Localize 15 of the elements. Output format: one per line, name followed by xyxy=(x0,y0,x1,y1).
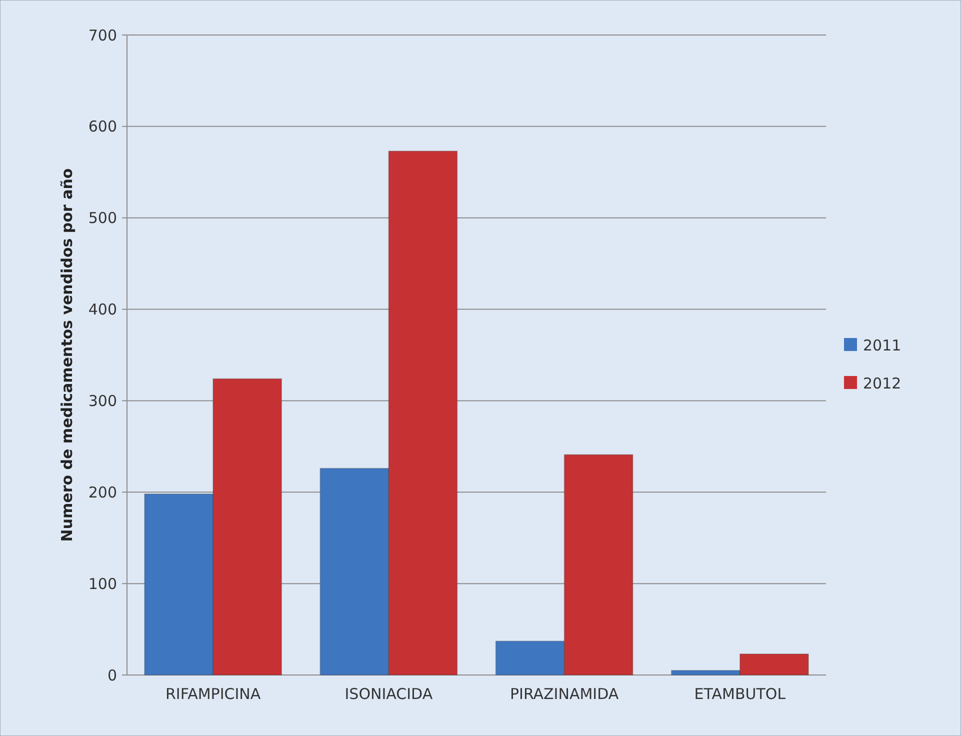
y-tick-label: 100 xyxy=(88,574,117,593)
x-tick-label: ETAMBUTOL xyxy=(694,685,786,703)
legend-label: 2011 xyxy=(863,336,902,354)
y-tick-label: 700 xyxy=(88,26,117,44)
y-axis-title: Numero de medicamentos vendidos por año xyxy=(58,168,76,542)
y-tick-label: 500 xyxy=(88,209,117,228)
y-tick-label: 0 xyxy=(107,666,117,684)
y-tick-label: 600 xyxy=(88,118,117,136)
y-tick-label: 200 xyxy=(88,483,117,502)
x-tick-label: PIRAZINAMIDA xyxy=(510,685,620,703)
legend-label: 2012 xyxy=(863,374,902,392)
y-tick-label: 300 xyxy=(88,392,117,410)
x-tick-label: ISONIACIDA xyxy=(344,685,434,703)
y-tick-label: 400 xyxy=(88,300,117,319)
x-tick-label: RIFAMPICINA xyxy=(165,685,262,703)
